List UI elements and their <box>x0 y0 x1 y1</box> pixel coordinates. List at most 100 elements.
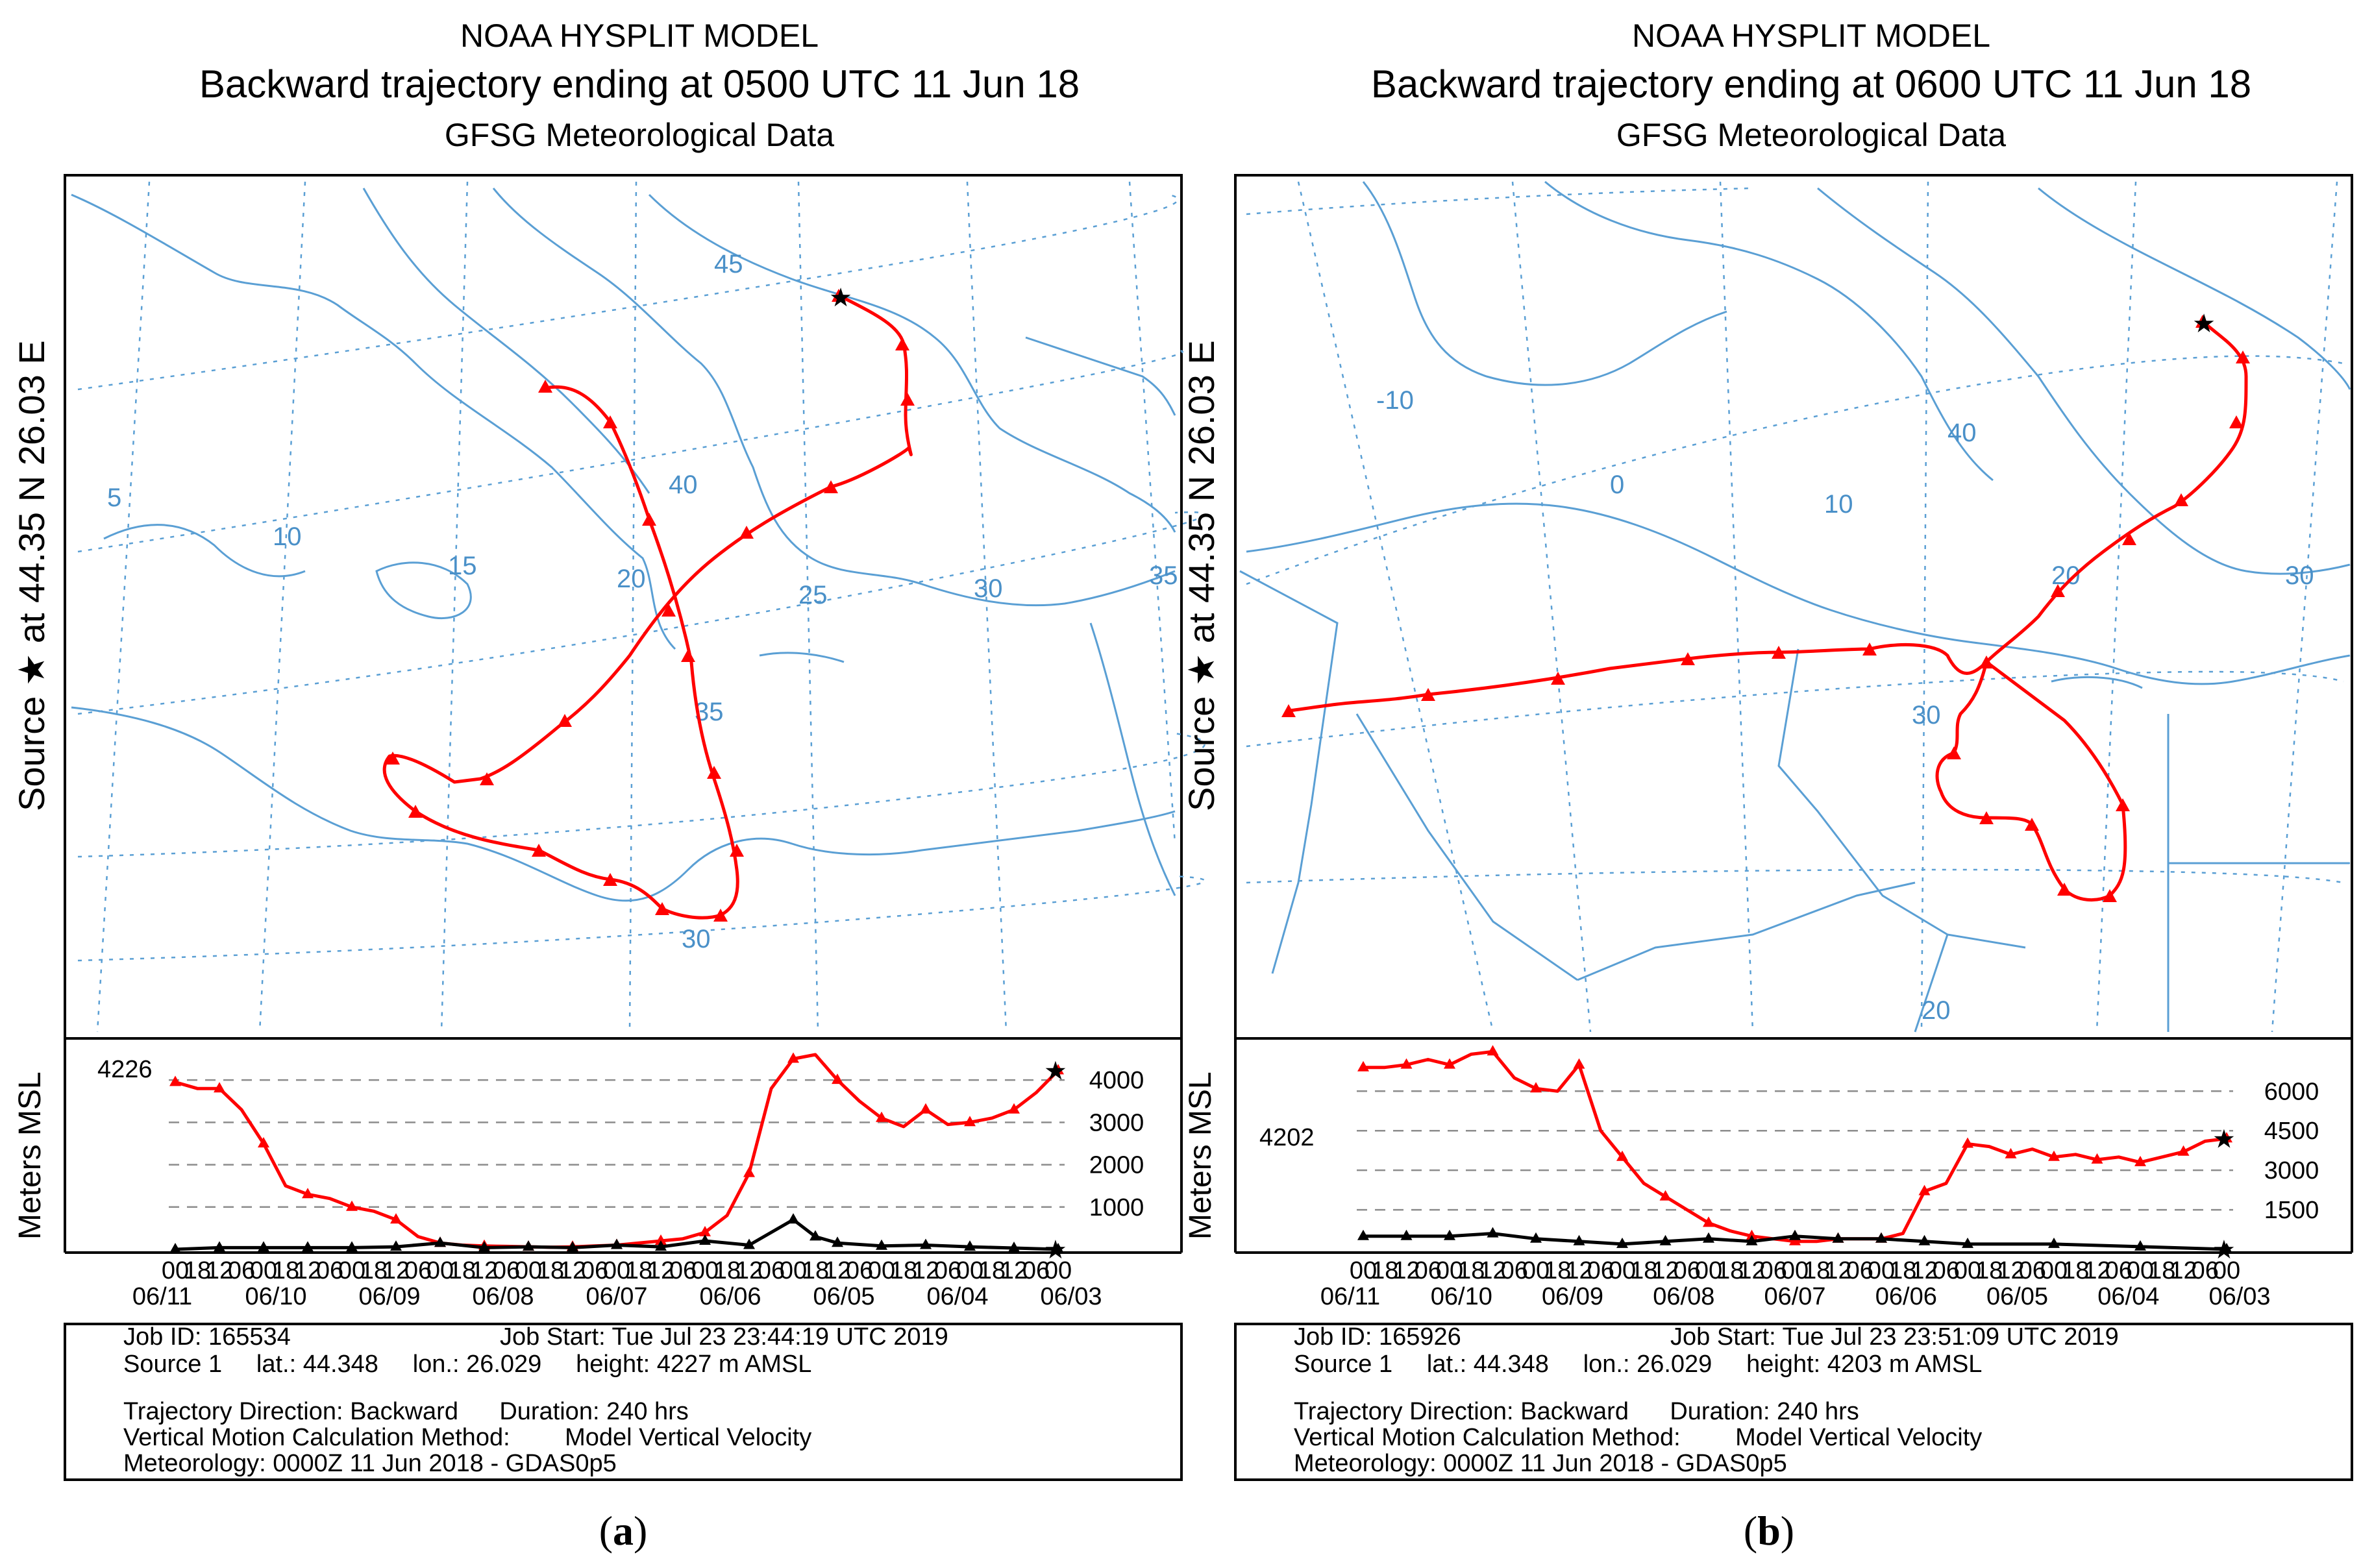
vertical-point <box>1789 1229 1801 1240</box>
panel-b: NOAA HYSPLIT MODEL Backward trajectory e… <box>1181 18 2353 1554</box>
panel-b-map-label: 20 <box>1922 996 1951 1025</box>
time-tick-label: 18 <box>184 1257 211 1284</box>
time-tick-label: 18 <box>713 1257 741 1284</box>
panel-b-caption-letter: b <box>1757 1508 1781 1554</box>
vertical-point <box>214 1241 225 1252</box>
vertical-point <box>1746 1234 1758 1245</box>
panel-a-trajectory-marker <box>900 393 915 406</box>
height-point <box>832 1073 843 1084</box>
time-tick-label: 00 <box>162 1257 189 1284</box>
height-point <box>169 1075 181 1086</box>
panel-b-coastline <box>1817 187 2351 575</box>
panel-b-trajectory-marker <box>2057 883 2071 896</box>
panel-a-map-label: 10 <box>273 522 302 551</box>
panel-b-trajectory-marker <box>2195 315 2210 328</box>
panel-a-trajectory-marker <box>480 772 494 785</box>
height-point <box>1616 1150 1628 1161</box>
panel-b-border <box>1239 570 1339 974</box>
time-tick-label: 00 <box>1609 1257 1636 1284</box>
panel-a-source-label: Source ★ at 44.35 N 26.03 E <box>11 340 52 811</box>
panel-a-direction: Trajectory Direction: Backward Duration:… <box>123 1398 689 1425</box>
panel-a-trajectory-marker <box>681 649 695 662</box>
vertical-point <box>964 1240 976 1251</box>
panel-a-trajectory-marker <box>895 337 909 350</box>
panel-b-trajectory-marker <box>1947 746 1961 759</box>
time-tick-label: 00 <box>2040 1257 2068 1284</box>
panel-a-map-labels: 45 40 35 30 5 10 15 20 25 30 35 <box>107 250 1178 953</box>
panel-a-title: Backward trajectory ending at 0500 UTC 1… <box>199 62 1080 106</box>
time-tick-label: 06 <box>934 1257 961 1284</box>
time-tick-label: 06 <box>1501 1257 1528 1284</box>
vertical-series-line <box>175 1218 1059 1251</box>
panel-b-trajectory-marker <box>2236 350 2250 363</box>
height-point <box>876 1111 887 1122</box>
vertical-point <box>787 1213 799 1224</box>
vertical-point <box>1052 1243 1064 1253</box>
time-tick-label: 00 <box>956 1257 983 1284</box>
height-point <box>214 1082 225 1093</box>
vertical-point <box>567 1241 578 1252</box>
panel-b-map-frame <box>1234 174 2353 1040</box>
panel-b-trajectory-marker <box>2116 798 2130 811</box>
panel-a-map-label: 40 <box>669 471 698 499</box>
time-tick-label: 06 <box>758 1257 785 1284</box>
panel-a-trajectory-marker <box>408 805 423 818</box>
panel-a-source-star-icon: ★ <box>829 284 852 312</box>
vertical-point <box>876 1239 887 1250</box>
source-star-icon: ★ <box>2212 1125 2236 1153</box>
height-point <box>699 1225 711 1236</box>
height-series-line <box>175 1053 1059 1249</box>
panel-a-trajectory-marker <box>642 513 656 526</box>
time-tick-label: 12 <box>2083 1257 2110 1284</box>
panel-a-coastline <box>362 188 650 494</box>
panel-b-trajectory-marker <box>1681 652 1695 665</box>
panel-a-trajectory-path <box>382 293 913 920</box>
time-tick-label: 00 <box>2127 1257 2154 1284</box>
panel-b-source-height-label: 4202 <box>1259 1124 1315 1151</box>
panel-a-map-label: 20 <box>617 565 646 593</box>
panel-a-island <box>375 561 472 620</box>
panel-b-job-id: Job ID: 165926 <box>1294 1323 1461 1351</box>
time-tick-label: 06 <box>1674 1257 1701 1284</box>
vertical-point <box>1703 1232 1714 1243</box>
height-point <box>2134 1155 2146 1166</box>
height-tick-label: 6000 <box>2264 1078 2319 1105</box>
panel-b-lon-line <box>1297 181 1494 1033</box>
time-tick-label: 00 <box>1045 1257 1072 1284</box>
height-point <box>1659 1190 1672 1201</box>
panel-a-lat-line <box>77 511 1205 715</box>
vertical-point <box>1832 1232 1844 1243</box>
panel-b-map-label: 40 <box>1947 419 1977 447</box>
date-tick-label: 06/11 <box>1320 1283 1380 1310</box>
source-star-icon: ★ <box>1044 1057 1067 1085</box>
time-tick-label: 12 <box>1997 1257 2024 1284</box>
height-point <box>655 1234 667 1245</box>
height-point <box>964 1116 976 1127</box>
time-tick-label: 12 <box>1738 1257 1765 1284</box>
date-tick-label: 06/04 <box>2097 1283 2159 1310</box>
time-tick-label: 06 <box>846 1257 873 1284</box>
vertical-point <box>302 1241 314 1252</box>
height-point <box>2005 1147 2017 1158</box>
panel-a-lon-line <box>1128 181 1176 844</box>
height-point <box>2221 1132 2232 1143</box>
panel-a-map <box>71 181 1205 1033</box>
date-tick-label: 06/03 <box>2208 1283 2270 1310</box>
panel-b-trajectory-marker <box>2174 493 2188 506</box>
height-point <box>1444 1058 1455 1069</box>
time-tick-label: 00 <box>250 1257 277 1284</box>
panel-b-island <box>2051 676 2143 689</box>
time-tick-label: 18 <box>978 1257 1006 1284</box>
panel-b-lat-line <box>1246 670 2344 748</box>
date-tick-label: 06/08 <box>1653 1283 1714 1310</box>
date-tick-label: 06/11 <box>132 1283 192 1310</box>
panel-a-map-label: 35 <box>1149 561 1178 590</box>
time-tick-label: 00 <box>603 1257 630 1284</box>
vertical-point <box>2221 1243 2232 1253</box>
panel-a-map-label: 30 <box>974 574 1003 603</box>
time-tick-label: 18 <box>449 1257 476 1284</box>
panel-a-island <box>759 652 845 663</box>
time-tick-label: 18 <box>802 1257 829 1284</box>
panel-a-trajectory-marker <box>730 844 744 857</box>
panel-b-info-box <box>1234 1323 2353 1481</box>
